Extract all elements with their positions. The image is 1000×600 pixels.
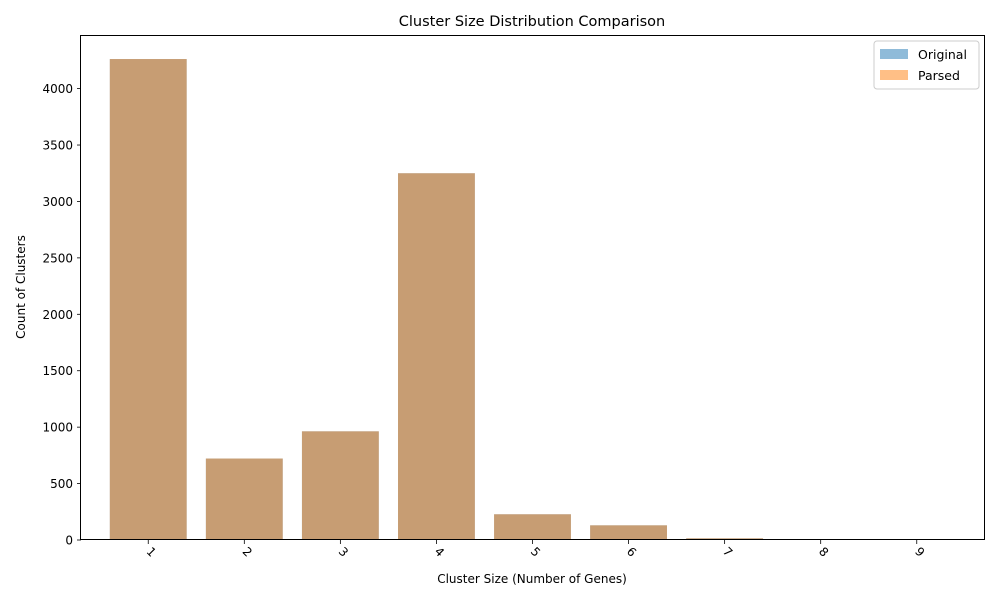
legend-label-original: Original — [918, 47, 967, 62]
chart-title: Cluster Size Distribution Comparison — [399, 14, 665, 30]
y-tick-label: 4000 — [42, 82, 73, 96]
legend-swatch-original — [880, 49, 908, 59]
x-tick-label: 5 — [528, 544, 543, 559]
bar-parsed-6 — [590, 525, 667, 540]
x-tick-label: 1 — [144, 544, 159, 559]
y-tick-label: 1500 — [42, 364, 73, 378]
bar-parsed-3 — [301, 431, 379, 540]
y-tick-label: 0 — [65, 534, 73, 548]
x-tick-label: 9 — [912, 544, 927, 559]
x-tick-label: 6 — [624, 544, 639, 559]
plot-frame — [80, 35, 985, 540]
y-tick-label: 2500 — [42, 251, 73, 265]
bar-parsed-5 — [494, 514, 571, 540]
y-tick-label: 3000 — [42, 195, 73, 209]
legend-swatch-parsed — [880, 70, 908, 80]
x-tick-label: 7 — [720, 544, 735, 559]
x-tick-label: 3 — [336, 544, 351, 559]
bar-parsed-4 — [398, 173, 475, 540]
y-tick-label: 500 — [50, 477, 73, 491]
legend-label-parsed: Parsed — [918, 68, 960, 83]
x-axis-title: Cluster Size (Number of Genes) — [437, 572, 627, 586]
y-tick-label: 3500 — [42, 139, 73, 153]
y-tick-label: 1000 — [42, 421, 73, 435]
bar-parsed-1 — [109, 59, 187, 541]
legend: Original Parsed — [873, 40, 980, 90]
x-tick-label: 2 — [240, 544, 255, 559]
bar-parsed-2 — [205, 458, 283, 540]
x-tick-label: 4 — [432, 544, 447, 559]
y-tick-label: 2000 — [42, 308, 73, 322]
y-axis-title: Count of Clusters — [14, 235, 28, 339]
x-tick-label: 8 — [816, 544, 831, 559]
